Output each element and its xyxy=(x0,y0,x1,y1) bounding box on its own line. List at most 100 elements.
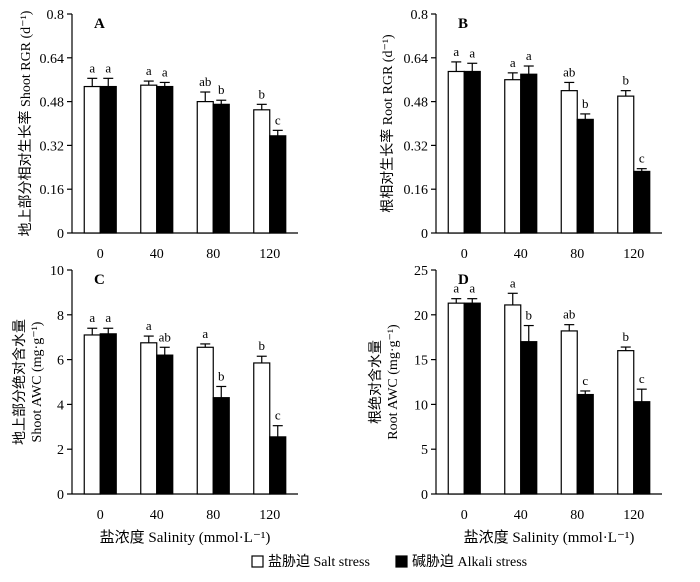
bar-alkali xyxy=(633,170,651,234)
bar-salt xyxy=(560,330,578,495)
bar-salt xyxy=(83,85,101,234)
y-tick-label: 0.32 xyxy=(404,139,429,154)
bar-alkali xyxy=(520,341,538,495)
y-tick-label: 6 xyxy=(57,354,64,369)
x-tick-label: 40 xyxy=(150,508,164,523)
bar-salt xyxy=(504,79,522,234)
y-tick-label: 25 xyxy=(414,264,428,279)
bar-alkali xyxy=(99,85,117,234)
bar-alkali xyxy=(633,401,651,495)
x-axis-label-left: 盐浓度 Salinity (mmol·L⁻¹) xyxy=(100,529,271,546)
legend-salt-label: 盐胁迫 Salt stress xyxy=(268,554,370,570)
y-tick-label: 5 xyxy=(421,443,428,458)
bar-salt xyxy=(560,90,578,234)
significance-letter: c xyxy=(275,408,281,423)
x-tick-label: 40 xyxy=(514,508,528,523)
x-tick-label: 120 xyxy=(623,247,644,262)
panel-letter: C xyxy=(94,272,105,288)
bar-alkali xyxy=(156,354,174,495)
significance-letter: a xyxy=(146,63,152,78)
y-tick-label: 0.16 xyxy=(40,183,65,198)
y-tick-label: 0 xyxy=(57,488,64,503)
significance-letter: c xyxy=(639,151,645,166)
significance-letter: ab xyxy=(563,307,575,322)
significance-letter: b xyxy=(218,82,225,97)
bar-alkali xyxy=(212,397,230,495)
significance-letter: b xyxy=(623,329,630,344)
panel-letter: B xyxy=(458,16,468,32)
significance-letter: a xyxy=(105,310,111,325)
y-axis-label: 根相对生长率 Root RGR (d⁻¹) xyxy=(379,34,396,213)
y-axis-label: Shoot AWC (mg·g⁻¹) xyxy=(30,321,45,442)
y-axis-label: Root AWC (mg·g⁻¹) xyxy=(386,324,401,440)
legend-alkali-label: 碱胁迫 Alkali stress xyxy=(412,554,527,570)
significance-letter: b xyxy=(623,73,630,88)
bar-salt xyxy=(617,350,635,495)
y-tick-label: 0.64 xyxy=(40,52,65,67)
significance-letter: c xyxy=(582,373,588,388)
x-tick-label: 0 xyxy=(461,508,468,523)
bar-alkali xyxy=(463,70,481,234)
x-tick-label: 80 xyxy=(570,508,584,523)
x-tick-label: 0 xyxy=(97,247,104,262)
bar-salt xyxy=(617,95,635,234)
bar-salt xyxy=(140,84,158,234)
significance-letter: b xyxy=(218,368,225,383)
significance-letter: a xyxy=(469,281,475,296)
significance-letter: ab xyxy=(159,329,171,344)
significance-letter: b xyxy=(259,86,266,101)
y-tick-label: 0 xyxy=(421,488,428,503)
x-tick-label: 40 xyxy=(150,247,164,262)
y-tick-label: 4 xyxy=(57,398,64,413)
significance-letter: a xyxy=(526,48,532,63)
bar-alkali xyxy=(212,103,230,234)
y-tick-label: 8 xyxy=(57,309,64,324)
y-tick-label: 10 xyxy=(50,264,64,279)
bar-salt xyxy=(447,70,465,234)
bar-alkali xyxy=(269,135,287,234)
legend: 盐胁迫 Salt stress 碱胁迫 Alkali stress xyxy=(251,554,527,570)
y-axis-label: 根绝对含水量 xyxy=(368,340,384,424)
y-tick-label: 0.8 xyxy=(411,8,429,23)
bar-salt xyxy=(196,346,214,495)
x-tick-label: 120 xyxy=(259,247,280,262)
y-axis-label: 地上部分绝对含水量 xyxy=(12,319,28,445)
bar-alkali xyxy=(463,302,481,495)
x-tick-label: 40 xyxy=(514,247,528,262)
y-tick-label: 0 xyxy=(57,227,64,242)
x-tick-label: 80 xyxy=(206,508,220,523)
y-tick-label: 20 xyxy=(414,309,428,324)
panel-letter: D xyxy=(458,272,469,288)
legend-salt-swatch xyxy=(251,555,264,568)
x-tick-label: 80 xyxy=(570,247,584,262)
y-tick-label: 0.16 xyxy=(404,183,429,198)
significance-letter: ab xyxy=(563,64,575,79)
y-tick-label: 0.48 xyxy=(40,96,65,111)
bar-salt xyxy=(447,302,465,495)
significance-letter: a xyxy=(162,64,168,79)
y-tick-label: 0.64 xyxy=(404,52,429,67)
y-tick-label: 0 xyxy=(421,227,428,242)
significance-letter: a xyxy=(510,55,516,70)
significance-letter: a xyxy=(89,310,95,325)
bar-alkali xyxy=(269,436,287,495)
bar-salt xyxy=(253,362,271,495)
significance-letter: a xyxy=(89,60,95,75)
significance-letter: a xyxy=(105,60,111,75)
y-tick-label: 0.48 xyxy=(404,96,429,111)
significance-letter: ab xyxy=(199,74,211,89)
y-axis-label: 地上部分相对生长率 Shoot RGR (d⁻¹) xyxy=(17,10,34,236)
significance-letter: a xyxy=(510,275,516,290)
significance-letter: a xyxy=(453,44,459,59)
y-tick-label: 2 xyxy=(57,443,64,458)
y-tick-label: 10 xyxy=(414,398,428,413)
significance-letter: b xyxy=(526,308,533,323)
bar-alkali xyxy=(156,85,174,234)
y-tick-label: 15 xyxy=(414,354,428,369)
